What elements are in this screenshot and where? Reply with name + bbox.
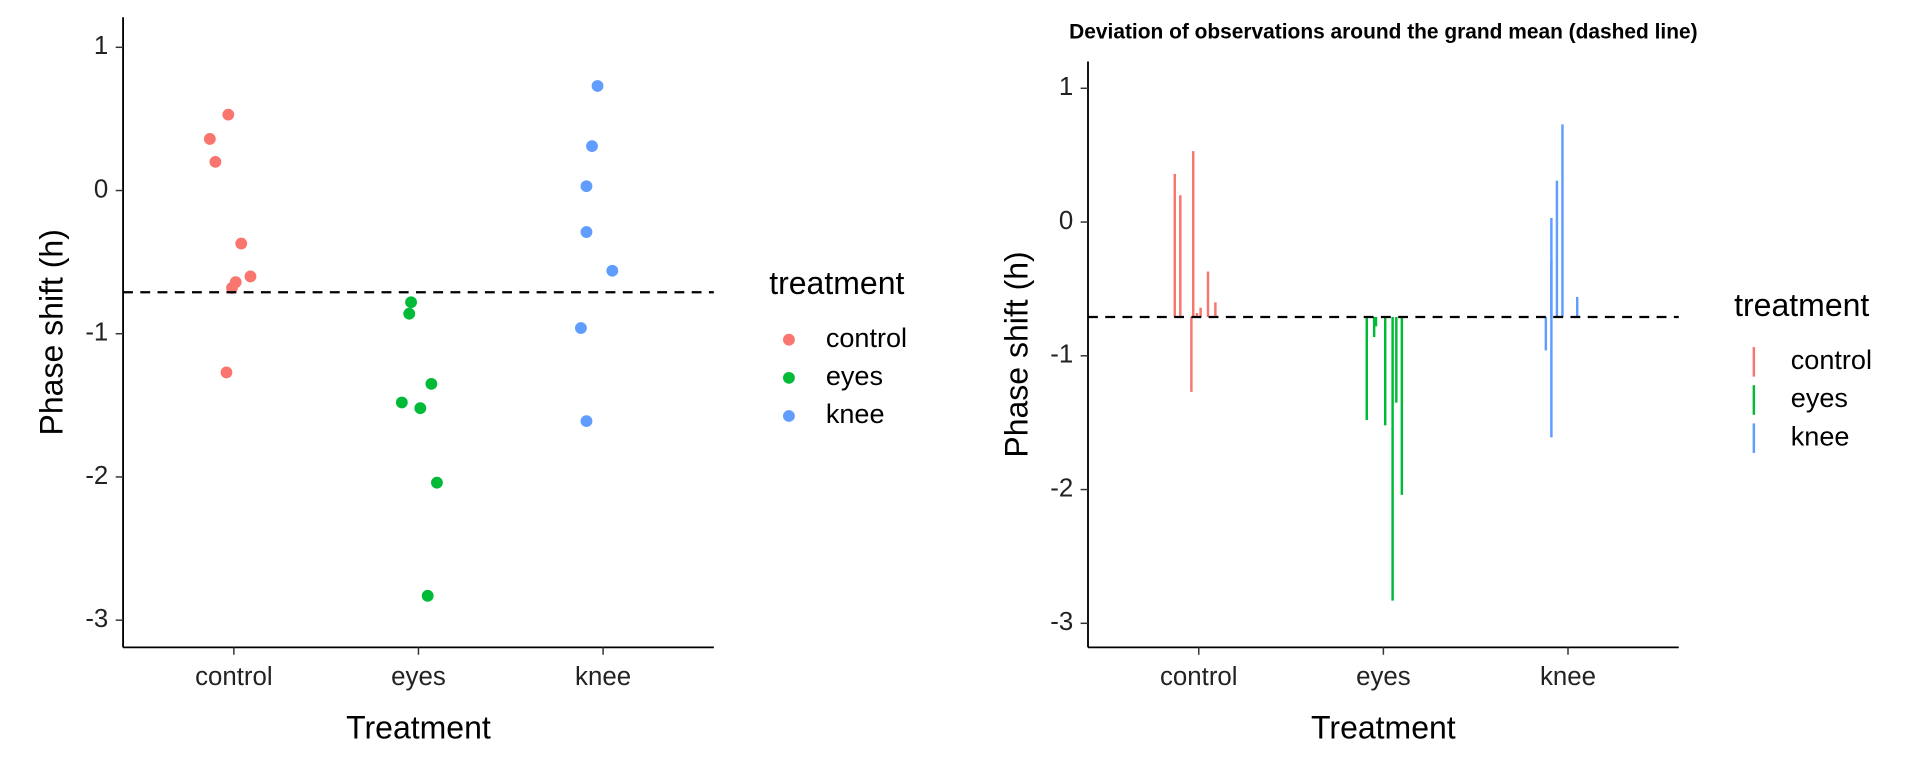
legend-label: knee: [826, 398, 885, 429]
y-tick-label: 0: [94, 175, 108, 203]
legend-label: eyes: [826, 360, 883, 391]
y-tick-label: -3: [85, 605, 108, 633]
y-tick-label: -1: [85, 319, 108, 347]
x-tick-label: knee: [1540, 663, 1596, 691]
point: [421, 589, 434, 602]
y-axis-title: Phase shift (h): [34, 229, 70, 435]
point: [209, 155, 222, 168]
x-tick-label: eyes: [1356, 663, 1411, 691]
point: [403, 307, 416, 320]
x-tick-label: control: [1160, 663, 1238, 691]
point: [222, 108, 235, 121]
point: [586, 140, 598, 153]
legend-title: treatment: [1734, 287, 1869, 323]
y-tick-label: 1: [1059, 73, 1073, 101]
point: [395, 396, 408, 409]
point: [580, 415, 593, 428]
legend-key: [783, 371, 795, 384]
legend-key: [783, 410, 795, 422]
point: [425, 377, 438, 390]
x-axis-title: Treatment: [1311, 709, 1456, 745]
x-tick-label: control: [195, 663, 273, 691]
point: [244, 270, 257, 283]
point: [220, 366, 233, 379]
point: [431, 476, 443, 489]
legend-label: control: [826, 322, 907, 353]
x-tick-label: knee: [575, 663, 631, 691]
legend-label: eyes: [1791, 382, 1848, 413]
point: [203, 133, 216, 145]
chart-title: Deviation of observations around the gra…: [1069, 21, 1697, 44]
point: [226, 282, 238, 294]
point: [235, 237, 248, 250]
y-axis-title: Phase shift (h): [999, 251, 1035, 457]
point: [575, 322, 587, 334]
y-tick-label: -3: [1050, 608, 1073, 636]
legend-key: [783, 333, 795, 346]
legend-title: treatment: [769, 265, 904, 301]
point: [414, 402, 427, 415]
x-tick-label: eyes: [391, 663, 446, 691]
legend-label: knee: [1791, 420, 1850, 451]
point: [580, 180, 593, 193]
y-tick-label: -2: [85, 462, 108, 490]
y-tick-label: -2: [1050, 474, 1073, 502]
point: [606, 264, 619, 277]
y-tick-label: 0: [1059, 207, 1073, 235]
x-axis-title: Treatment: [346, 709, 491, 745]
y-tick-label: -1: [1050, 341, 1073, 369]
y-tick-label: 1: [94, 32, 108, 60]
point: [405, 296, 417, 309]
point: [591, 80, 604, 92]
legend-label: control: [1791, 344, 1872, 375]
point: [580, 226, 593, 238]
